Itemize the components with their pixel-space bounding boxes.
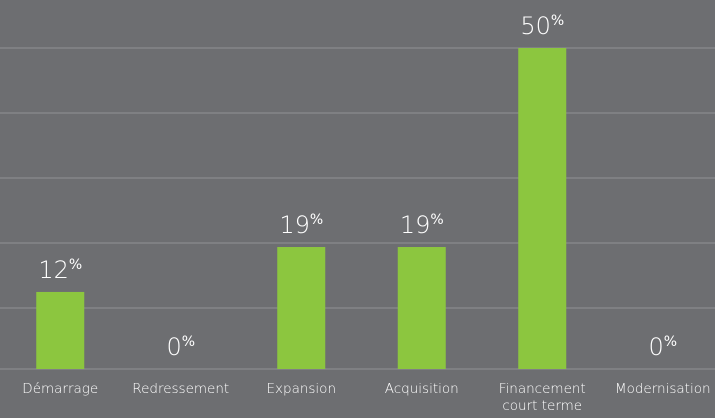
value-label-1: 12% [38, 256, 82, 284]
category-labels: Démarrage Redressement Expansion Acquisitio… [22, 381, 710, 414]
bar-1 [36, 291, 85, 369]
value-labels: 12% 0% 19% 19% 50% 0% [38, 12, 677, 361]
bar-3 [277, 247, 326, 369]
category-label-5: Financement court terme [499, 381, 586, 414]
category-label-1: Démarrage [22, 381, 98, 397]
category-label-2: Redressement [132, 381, 229, 397]
value-label-2: 0% [166, 333, 195, 361]
value-label-4: 19% [400, 211, 444, 239]
gridlines [0, 47, 715, 370]
category-label-6: Modernisation [615, 381, 711, 397]
category-label-3: Expansion [266, 381, 336, 397]
bar-4 [397, 247, 446, 369]
bar-5 [518, 48, 567, 369]
value-label-3: 19% [279, 211, 323, 239]
value-label-5: 50% [520, 12, 564, 40]
bars [36, 48, 567, 369]
value-label-6: 0% [648, 333, 677, 361]
category-label-4: Acquisition [385, 381, 459, 397]
